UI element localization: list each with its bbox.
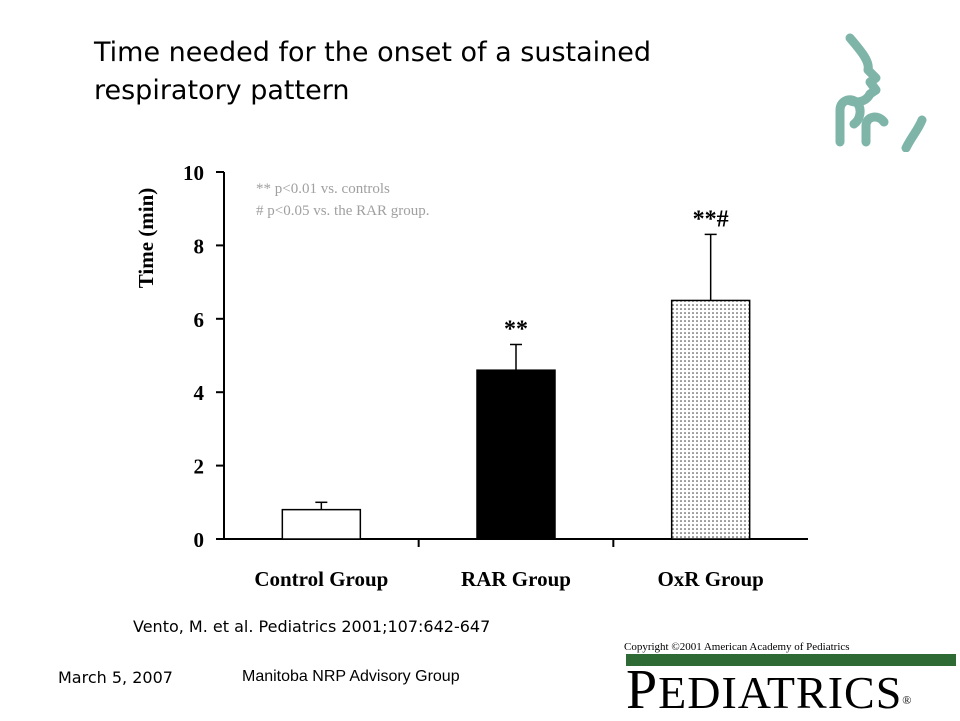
- bar-2: [670, 299, 751, 540]
- significance-label-2: **#: [693, 206, 729, 232]
- bar-1: [476, 369, 556, 540]
- citation: Vento, M. et al. Pediatrics 2001;107:642…: [133, 617, 491, 636]
- face-profile-logo-icon: [835, 33, 927, 152]
- category-label-2: OxR Group: [657, 567, 763, 591]
- bar-0: [281, 508, 362, 540]
- brand-accent-bar: [626, 654, 956, 666]
- pediatrics-logo: PEDIATRICS®: [626, 662, 913, 719]
- y-tick-label-0: 0: [194, 528, 205, 552]
- annotation-line-1: ** p<0.01 vs. controls: [256, 181, 390, 197]
- category-label-0: Control Group: [254, 567, 388, 591]
- registered-mark: ®: [902, 693, 913, 707]
- brand-first-letter: P: [626, 659, 659, 721]
- y-tick-label-5: 10: [183, 161, 204, 185]
- copyright-notice: Copyright ©2001 American Academy of Pedi…: [624, 641, 850, 653]
- slide-title: Time needed for the onset of a sustained…: [94, 37, 652, 106]
- y-axis-label: Time (min): [134, 188, 158, 289]
- y-tick-label-1: 2: [194, 455, 205, 479]
- y-tick-label-2: 4: [194, 381, 205, 405]
- footer-group: Manitoba NRP Advisory Group: [242, 668, 460, 685]
- category-label-1: RAR Group: [461, 567, 571, 591]
- footer-date: March 5, 2007: [58, 668, 173, 687]
- brand-rest: EDIATRICS: [658, 667, 903, 718]
- y-tick-label-4: 8: [194, 234, 205, 258]
- y-tick-label-3: 6: [194, 308, 205, 332]
- annotation-line-2: # p<0.05 vs. the RAR group.: [256, 203, 429, 219]
- significance-label-1: **: [504, 316, 528, 342]
